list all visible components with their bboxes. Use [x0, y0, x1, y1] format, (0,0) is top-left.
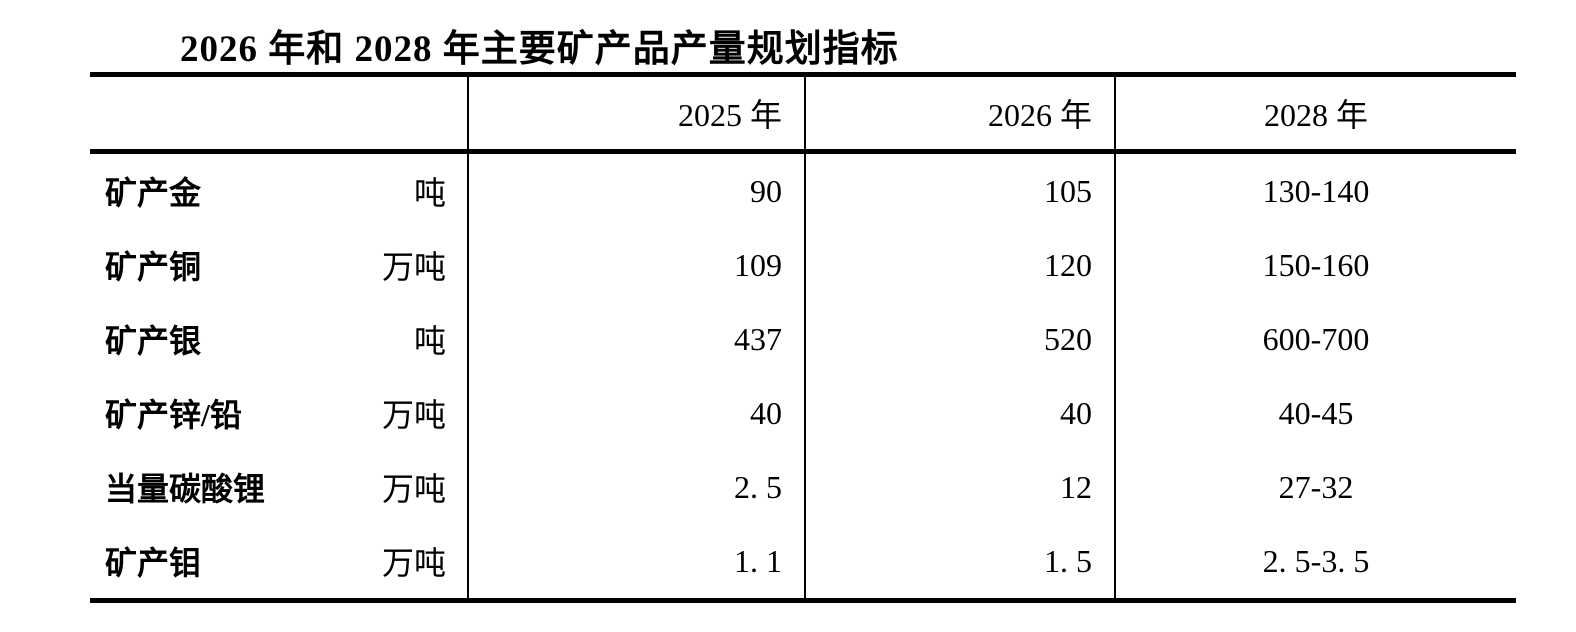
value-2028: 150-160: [1114, 228, 1516, 302]
mineral-name: 矿产银: [105, 323, 202, 359]
mineral-name: 矿产金: [105, 175, 202, 211]
value-2026: 120: [804, 228, 1115, 302]
item-cell: 矿产锌/铅 万吨: [91, 390, 466, 436]
value-2028: 27-32: [1114, 450, 1516, 524]
table-row: 矿产铜 万吨 109 120 150-160: [90, 228, 1516, 302]
mineral-production-table: 2025 年 2026 年 2028 年 矿产金 吨 90 105 130-14…: [90, 72, 1516, 603]
table-row: 矿产锌/铅 万吨 40 40 40-45: [90, 376, 1516, 450]
value-2028: 130-140: [1114, 151, 1516, 228]
item-cell: 矿产铜 万吨: [91, 242, 466, 288]
header-row: 2025 年 2026 年 2028 年: [90, 74, 1516, 152]
mineral-unit: 万吨: [381, 249, 446, 285]
table-row: 矿产金 吨 90 105 130-140: [90, 151, 1516, 228]
value-2025: 109: [467, 228, 805, 302]
mineral-unit: 万吨: [381, 397, 446, 433]
mineral-name: 矿产锌/铅: [105, 397, 242, 433]
item-cell: 当量碳酸锂 万吨: [91, 464, 466, 510]
mineral-unit: 吨: [413, 175, 446, 211]
item-cell: 矿产银 吨: [91, 316, 466, 362]
table-row: 矿产银 吨 437 520 600-700: [90, 302, 1516, 376]
value-2025: 90: [467, 151, 805, 228]
header-2026: 2026 年: [804, 74, 1115, 152]
value-2025: 1. 1: [467, 524, 805, 601]
value-2028: 2. 5-3. 5: [1114, 524, 1516, 601]
header-2025: 2025 年: [467, 74, 805, 152]
item-cell: 矿产钼 万吨: [91, 538, 466, 584]
mineral-name: 矿产钼: [105, 545, 202, 581]
value-2026: 12: [804, 450, 1115, 524]
value-2026: 1. 5: [804, 524, 1115, 601]
value-2026: 520: [804, 302, 1115, 376]
table-title: 2026 年和 2028 年主要矿产品产量规划指标: [180, 29, 899, 70]
mineral-name: 矿产铜: [105, 249, 202, 285]
value-2025: 437: [467, 302, 805, 376]
mineral-unit: 吨: [413, 323, 446, 359]
header-2028: 2028 年: [1114, 74, 1516, 152]
mineral-unit: 万吨: [381, 471, 446, 507]
mineral-name: 当量碳酸锂: [105, 471, 266, 507]
value-2026: 105: [804, 151, 1115, 228]
table-row: 矿产钼 万吨 1. 1 1. 5 2. 5-3. 5: [90, 524, 1516, 601]
mineral-unit: 万吨: [381, 545, 446, 581]
value-2025: 40: [467, 376, 805, 450]
value-2025: 2. 5: [467, 450, 805, 524]
table-row: 当量碳酸锂 万吨 2. 5 12 27-32: [90, 450, 1516, 524]
item-cell: 矿产金 吨: [91, 168, 466, 214]
value-2028: 600-700: [1114, 302, 1516, 376]
header-item: [90, 75, 468, 152]
value-2028: 40-45: [1114, 376, 1516, 450]
value-2026: 40: [804, 376, 1115, 450]
